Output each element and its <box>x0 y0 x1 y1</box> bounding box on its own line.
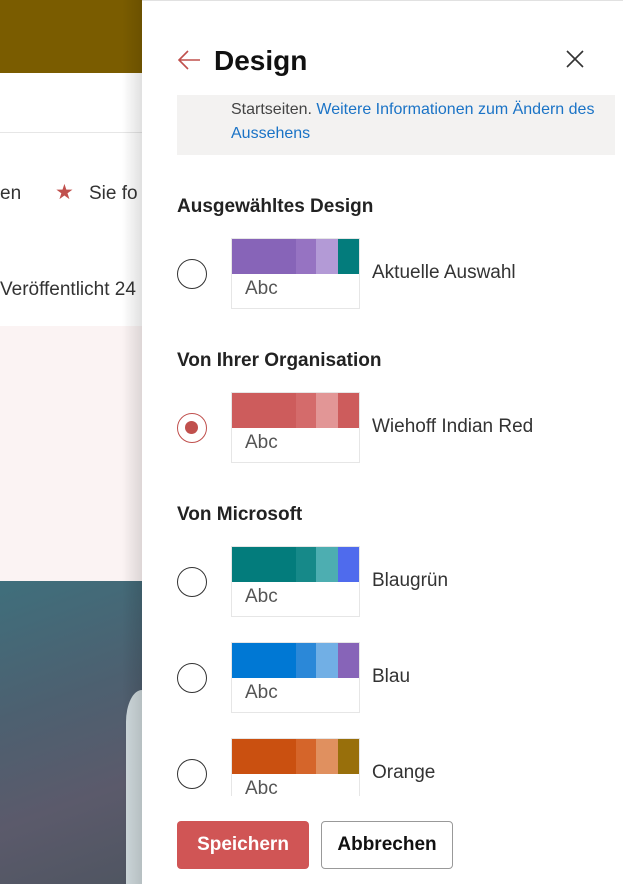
theme-name: Wiehoff Indian Red <box>372 416 534 437</box>
color-segment <box>296 643 316 678</box>
color-segment <box>296 393 316 428</box>
learn-more-link[interactable]: Weitere Informationen zum Ändern des Aus… <box>231 101 595 142</box>
color-bar <box>232 643 359 678</box>
color-segment <box>338 643 359 678</box>
cancel-button[interactable]: Abbrechen <box>321 821 453 869</box>
panel-shadow <box>122 0 142 884</box>
theme-name: Aktuelle Auswahl <box>372 262 516 283</box>
published-text-value: Veröffentlicht 24 <box>0 279 136 300</box>
color-segment <box>232 393 296 428</box>
theme-option[interactable]: Abc Blau <box>177 642 597 713</box>
theme-swatch[interactable]: Abc <box>231 738 360 796</box>
color-segment <box>338 547 359 582</box>
divider <box>0 132 142 133</box>
design-panel: Design Startseiten. Weitere Informatione… <box>142 0 623 884</box>
theme-radio[interactable] <box>177 759 207 789</box>
color-bar <box>232 739 359 774</box>
color-segment <box>296 239 316 274</box>
section-heading: Von Ihrer Organisation <box>177 350 382 371</box>
theme-option[interactable]: Abc Blaugrün <box>177 546 597 617</box>
color-bar <box>232 547 359 582</box>
theme-name: Blaugrün <box>372 570 449 591</box>
section-heading: Ausgewähltes Design <box>177 196 374 217</box>
panel-title: Design <box>214 45 308 76</box>
theme-list[interactable]: Startseiten. Weitere Informationen zum Ä… <box>142 95 623 796</box>
preview-text: Abc <box>245 278 278 299</box>
color-segment <box>316 393 338 428</box>
color-segment <box>338 739 359 774</box>
close-icon[interactable] <box>565 49 585 74</box>
info-text: Startseiten. <box>231 101 317 118</box>
theme-swatch[interactable]: Abc <box>231 546 360 617</box>
color-bar <box>232 393 359 428</box>
preview-text: Abc <box>245 432 278 453</box>
color-segment <box>296 739 316 774</box>
theme-radio[interactable] <box>177 567 207 597</box>
info-box: Startseiten. Weitere Informationen zum Ä… <box>177 95 615 155</box>
section-heading: Von Microsoft <box>177 504 303 525</box>
photo-circle <box>126 690 142 884</box>
color-segment <box>232 239 296 274</box>
color-segment <box>232 547 296 582</box>
arrow-left-icon[interactable] <box>176 47 202 73</box>
preview-text: Abc <box>245 586 278 607</box>
color-bar <box>232 239 359 274</box>
theme-name: Orange <box>372 762 436 783</box>
follow-text: Sie fo <box>89 183 138 204</box>
color-segment <box>316 547 338 582</box>
published-text: Veröffentlicht 24 <box>0 279 142 301</box>
color-segment <box>338 239 359 274</box>
color-segment <box>316 643 338 678</box>
theme-swatch[interactable]: Abc <box>231 238 360 309</box>
color-segment <box>232 739 296 774</box>
theme-radio[interactable] <box>177 413 207 443</box>
theme-swatch[interactable]: Abc <box>231 642 360 713</box>
theme-radio[interactable] <box>177 259 207 289</box>
theme-swatch[interactable]: Abc <box>231 392 360 463</box>
color-segment <box>232 643 296 678</box>
color-segment <box>316 239 338 274</box>
star-icon: ★ <box>55 181 74 204</box>
color-segment <box>296 547 316 582</box>
theme-option[interactable]: Abc Aktuelle Auswahl <box>177 238 597 309</box>
site-banner <box>0 0 142 73</box>
preview-text: Abc <box>245 682 278 703</box>
theme-name: Blau <box>372 666 411 687</box>
save-button[interactable]: Speichern <box>177 821 309 869</box>
theme-radio[interactable] <box>177 663 207 693</box>
color-segment <box>338 393 359 428</box>
theme-option[interactable]: Abc Wiehoff Indian Red <box>177 392 597 463</box>
color-segment <box>316 739 338 774</box>
preview-text: Abc <box>245 778 278 796</box>
hero-area <box>0 326 142 581</box>
background-text: en <box>0 183 22 204</box>
background-photo <box>0 581 142 884</box>
theme-option[interactable]: Abc Orange <box>177 738 597 796</box>
background-page: en ★ Sie fo Veröffentlicht 24 <box>0 0 142 884</box>
